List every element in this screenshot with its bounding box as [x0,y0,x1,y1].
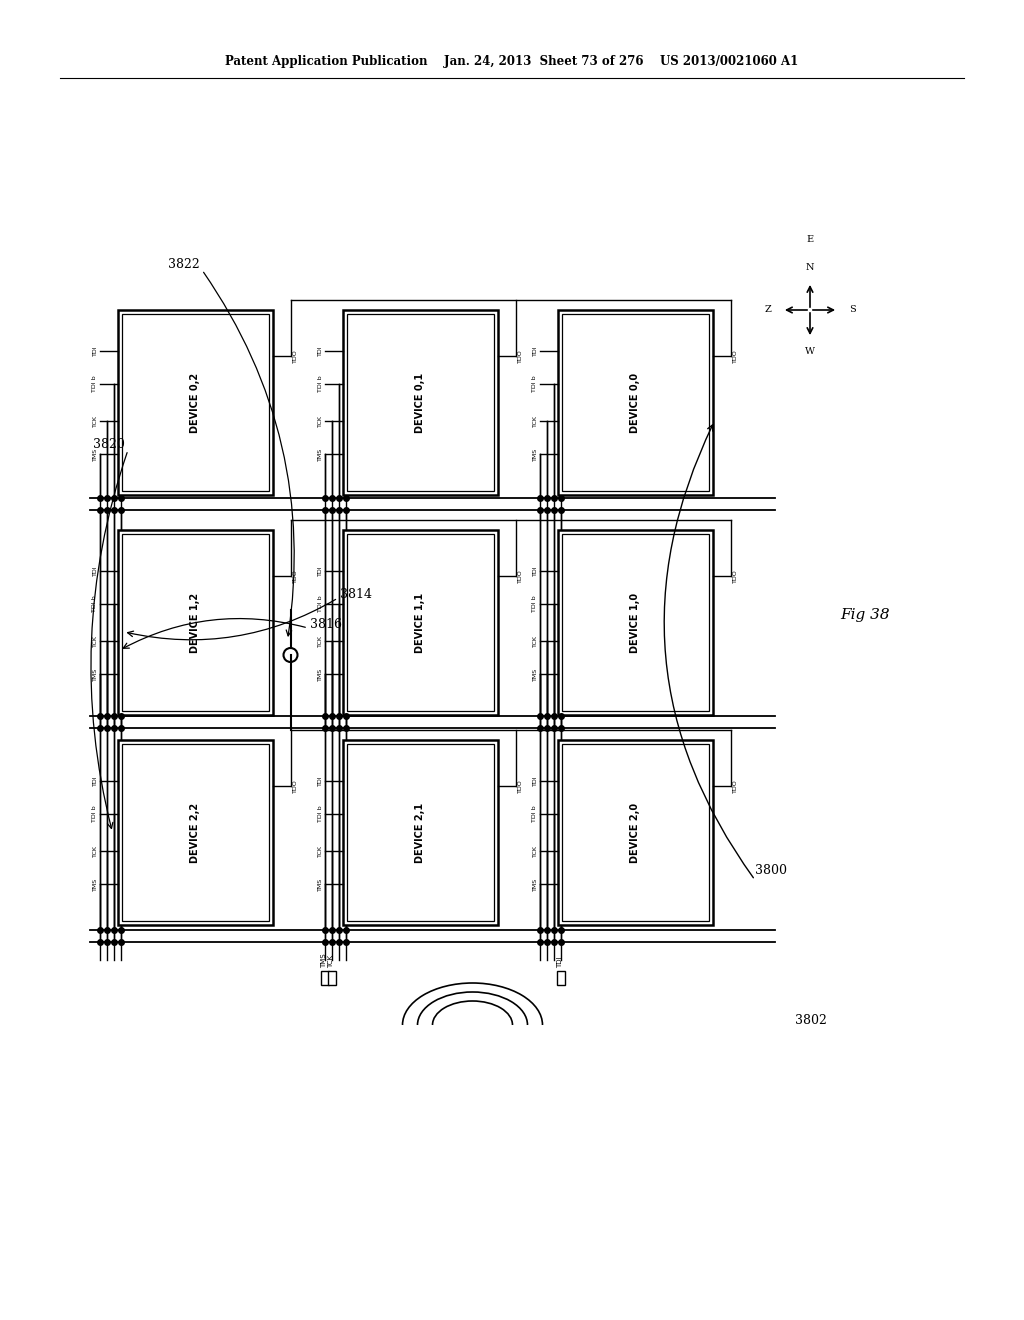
Text: TCK: TCK [317,414,323,426]
Text: 3820: 3820 [93,438,125,451]
Bar [118,741,272,925]
Text: TCK: TCK [317,635,323,647]
Text: TDO: TDO [293,569,298,583]
Bar [561,744,709,921]
Bar [342,531,498,715]
Bar [346,535,494,711]
Bar [328,972,336,985]
Text: TMS: TMS [532,447,538,461]
Text: TDI: TDI [532,775,538,785]
Text: Z: Z [765,305,771,314]
Text: DEVICE 2,0: DEVICE 2,0 [630,803,640,862]
Text: TDI b: TDI b [532,376,538,392]
Text: TMS: TMS [322,953,328,968]
Bar [118,531,272,715]
Text: TDI: TDI [317,775,323,785]
Text: TDI b: TDI b [317,805,323,822]
Text: TMS: TMS [317,668,323,681]
Text: TCK: TCK [532,845,538,857]
Text: TDI b: TDI b [92,805,97,822]
Text: 3814: 3814 [340,589,372,602]
Text: TDO: TDO [517,569,522,583]
Text: DEVICE 0,0: DEVICE 0,0 [630,372,640,433]
Text: TDI b: TDI b [317,595,323,612]
Text: TMS: TMS [532,878,538,891]
Text: TMS: TMS [317,447,323,461]
Bar [557,310,713,495]
Text: Fig 38: Fig 38 [840,609,890,622]
Text: TCK: TCK [532,635,538,647]
Text: Patent Application Publication    Jan. 24, 2013  Sheet 73 of 276    US 2013/0021: Patent Application Publication Jan. 24, … [225,55,799,69]
Bar [556,972,564,985]
Text: DEVICE 0,1: DEVICE 0,1 [415,372,425,433]
Text: TDI: TDI [532,346,538,356]
Text: DEVICE 2,2: DEVICE 2,2 [190,803,200,862]
Text: TDO: TDO [732,350,737,363]
Bar [557,531,713,715]
Text: TDI b: TDI b [532,805,538,822]
Text: TDI b: TDI b [317,376,323,392]
Text: DEVICE 2,1: DEVICE 2,1 [415,803,425,862]
Text: 3800: 3800 [755,863,787,876]
Text: TDI: TDI [317,565,323,576]
Text: TDI: TDI [317,346,323,356]
Text: TMS: TMS [92,668,97,681]
Text: TDO: TDO [517,350,522,363]
Text: 3822: 3822 [168,259,200,272]
Bar [122,535,268,711]
Bar [557,741,713,925]
Text: TDI: TDI [92,346,97,356]
Text: TCK: TCK [532,414,538,426]
Text: TCK: TCK [317,845,323,857]
Bar [342,741,498,925]
Text: TMS: TMS [317,878,323,891]
Text: TDI: TDI [532,565,538,576]
Text: N: N [806,264,814,272]
Text: TCK: TCK [92,414,97,426]
Text: TDO: TDO [293,779,298,793]
Bar [561,314,709,491]
Text: TMS: TMS [92,447,97,461]
Text: TDI b: TDI b [532,595,538,612]
Text: TDO: TDO [732,779,737,793]
Text: TCK: TCK [92,635,97,647]
Bar [122,314,268,491]
Bar [561,535,709,711]
Text: S: S [849,305,855,314]
Text: DEVICE 0,2: DEVICE 0,2 [190,372,200,433]
Text: DEVICE 1,0: DEVICE 1,0 [630,593,640,652]
Bar [346,314,494,491]
Bar [122,744,268,921]
Text: TCK: TCK [329,954,335,968]
Text: DEVICE 1,2: DEVICE 1,2 [190,593,200,652]
Text: TDO: TDO [732,569,737,583]
Text: TDO: TDO [293,350,298,363]
Text: TDO: TDO [517,779,522,793]
Text: TDI b: TDI b [92,595,97,612]
Text: 3816: 3816 [310,619,342,631]
Text: TDI: TDI [92,775,97,785]
Bar [321,972,329,985]
Text: 3802: 3802 [795,1014,826,1027]
Bar [346,744,494,921]
Bar [342,310,498,495]
Text: TMS: TMS [92,878,97,891]
Text: TCK: TCK [92,845,97,857]
Bar [118,310,272,495]
Text: TDI: TDI [92,565,97,576]
Text: TDI b: TDI b [92,376,97,392]
Text: TDI: TDI [557,957,563,968]
Text: DEVICE 1,1: DEVICE 1,1 [415,593,425,652]
Text: TMS: TMS [532,668,538,681]
Text: W: W [805,347,815,356]
Text: E: E [807,235,813,244]
